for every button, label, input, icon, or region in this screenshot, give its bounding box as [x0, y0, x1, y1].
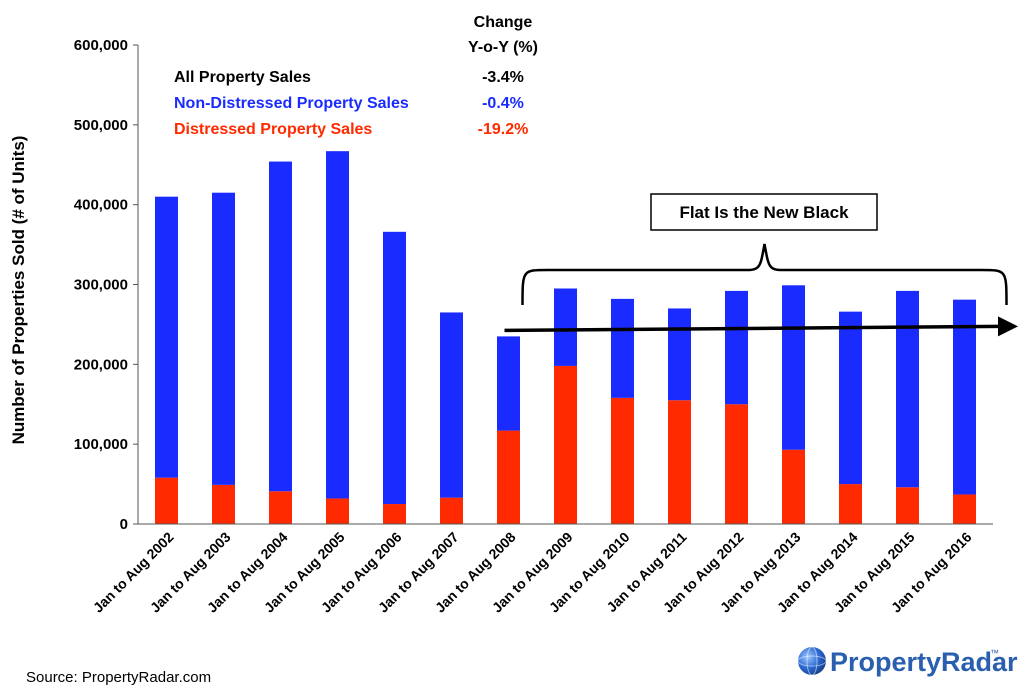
y-tick-label: 200,000 — [74, 356, 128, 373]
bar-non-distressed — [668, 308, 691, 401]
y-tick-label: 500,000 — [74, 117, 128, 134]
curly-brace — [521, 243, 1008, 306]
bar-non-distressed — [383, 231, 406, 505]
bar-non-distressed — [839, 311, 862, 485]
bar-non-distressed — [212, 192, 235, 485]
annotation-text: Flat Is the New Black — [679, 203, 849, 222]
bar-distressed — [896, 487, 919, 524]
bar-distressed — [269, 491, 292, 524]
bar-non-distressed — [953, 299, 976, 495]
flat-annotation: Flat Is the New Black — [504, 193, 1018, 337]
annotation-box — [650, 193, 878, 231]
arrow-head — [998, 316, 1018, 337]
bar-distressed — [839, 484, 862, 524]
flat-trend-arrow — [504, 324, 1001, 333]
bar-distressed — [611, 397, 634, 524]
bar-distressed — [326, 498, 349, 524]
legend-entry-change: -0.4% — [482, 95, 524, 112]
logo-text: PropertyRadar — [830, 647, 1018, 677]
y-tick-label: 400,000 — [74, 197, 128, 214]
source-note: Source: PropertyRadar.com — [26, 669, 211, 686]
y-axis: 0 100,000 200,000 300,000 400,000 500,000 600,… — [74, 37, 139, 533]
legend-entry-label: Distressed Property Sales — [174, 121, 372, 138]
bar-distressed — [953, 494, 976, 524]
bar-non-distressed — [497, 336, 520, 431]
bar-distressed — [554, 365, 577, 524]
bar-non-distressed — [611, 298, 634, 398]
bar-non-distressed — [326, 151, 349, 499]
bar-distressed — [212, 484, 235, 524]
bar-non-distressed — [554, 288, 577, 366]
legend-entry-label: All Property Sales — [174, 69, 311, 86]
bar-distressed — [497, 430, 520, 524]
propertyradar-logo: PropertyRadar ™ — [797, 646, 1018, 677]
y-tick-label: 300,000 — [74, 277, 128, 294]
bar-distressed — [383, 504, 406, 524]
legend-entry-change: -3.4% — [482, 69, 524, 86]
bar-non-distressed — [440, 312, 463, 498]
bar-distressed — [440, 497, 463, 524]
y-tick-label: 600,000 — [74, 37, 128, 54]
legend-entry-label: Non-Distressed Property Sales — [174, 95, 409, 112]
legend-header-line1: Change — [474, 14, 533, 31]
y-axis-label: Number of Properties Sold (# of Units) — [9, 136, 28, 445]
bar-distressed — [155, 477, 178, 524]
legend-entry-change: -19.2% — [478, 121, 529, 138]
y-tick-label: 0 — [120, 516, 128, 533]
bar-distressed — [668, 400, 691, 524]
legend-header-line2: Y-o-Y (%) — [468, 39, 538, 56]
y-tick-label: 100,000 — [74, 436, 128, 453]
logo-trademark: ™ — [990, 648, 999, 658]
bar-non-distressed — [269, 161, 292, 492]
bar-non-distressed — [725, 290, 748, 405]
legend: Change Y-o-Y (%) All Property Sales -3.4% No… — [174, 14, 538, 138]
bar-distressed — [725, 404, 748, 524]
bar-non-distressed — [782, 285, 805, 450]
bar-non-distressed — [155, 196, 178, 478]
globe-icon — [798, 647, 826, 675]
bars — [155, 151, 976, 524]
bar-distressed — [782, 449, 805, 524]
bar-non-distressed — [896, 290, 919, 488]
